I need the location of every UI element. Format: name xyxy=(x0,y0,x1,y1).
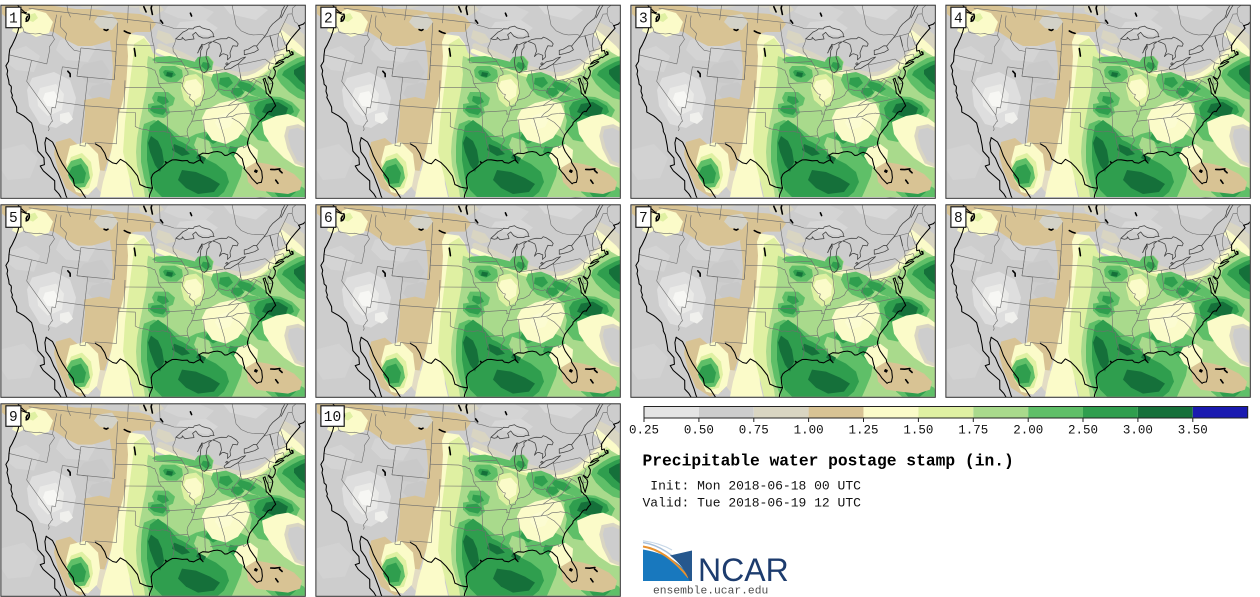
svg-text:1.50: 1.50 xyxy=(903,424,933,438)
svg-text:3.50: 3.50 xyxy=(1178,424,1208,438)
svg-text:8: 8 xyxy=(954,211,963,227)
svg-text:7: 7 xyxy=(639,211,648,227)
svg-text:1: 1 xyxy=(9,12,18,28)
svg-text:2.50: 2.50 xyxy=(1068,424,1098,438)
svg-text:2: 2 xyxy=(324,12,333,28)
svg-text:3.00: 3.00 xyxy=(1123,424,1153,438)
svg-text:0.25: 0.25 xyxy=(629,424,659,438)
svg-text:3: 3 xyxy=(639,12,648,28)
svg-text:6: 6 xyxy=(324,211,333,227)
svg-text:10: 10 xyxy=(324,410,341,426)
svg-text:0.75: 0.75 xyxy=(739,424,769,438)
svg-text:Precipitable water postage sta: Precipitable water postage stamp (in.) xyxy=(643,452,1014,471)
svg-text:1.75: 1.75 xyxy=(958,424,988,438)
svg-text:2.00: 2.00 xyxy=(1013,424,1043,438)
svg-text:4: 4 xyxy=(954,12,963,28)
svg-text:Valid: Tue 2018-06-19 12 UTC: Valid: Tue 2018-06-19 12 UTC xyxy=(643,496,862,511)
svg-text:NCAR: NCAR xyxy=(698,552,789,588)
svg-text:1.25: 1.25 xyxy=(848,424,878,438)
svg-text:9: 9 xyxy=(9,410,18,426)
svg-text:5: 5 xyxy=(9,211,18,227)
svg-text:Init: Mon 2018-06-18 00 UTC: Init: Mon 2018-06-18 00 UTC xyxy=(643,479,862,494)
svg-text:0.50: 0.50 xyxy=(684,424,714,438)
svg-text:ensemble.ucar.edu: ensemble.ucar.edu xyxy=(653,586,768,597)
svg-text:1.00: 1.00 xyxy=(794,424,824,438)
